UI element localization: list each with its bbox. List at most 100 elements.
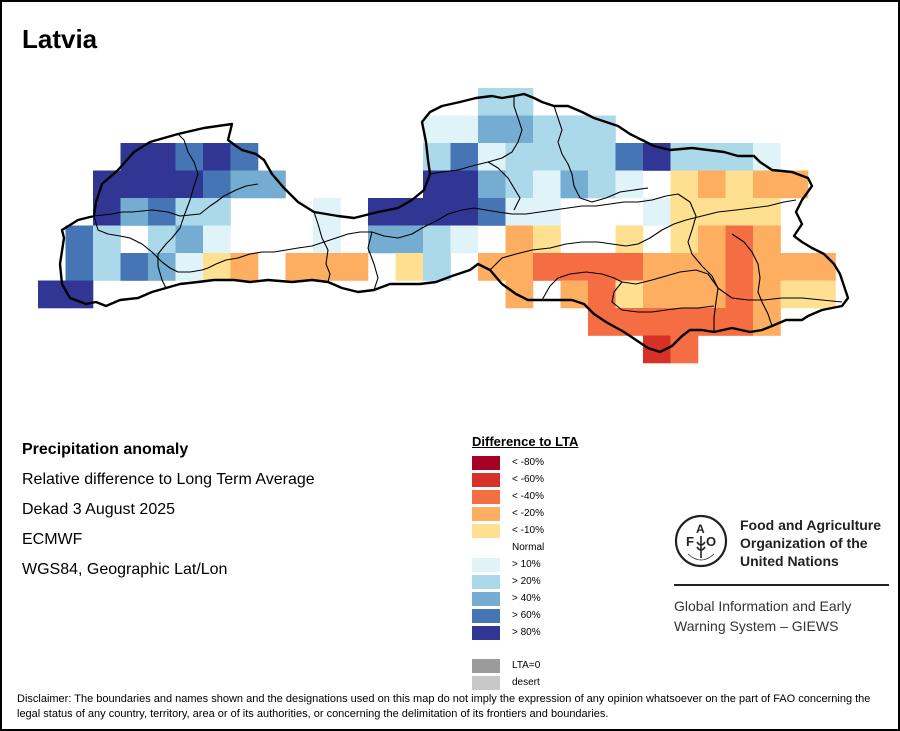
grid-cell-p20 [698, 143, 726, 171]
region-boundary [489, 199, 797, 271]
grid-cell-n10 [725, 198, 754, 226]
grid-cell-n20 [753, 170, 781, 199]
grid-cell-p20 [423, 253, 451, 281]
logo-divider [674, 584, 889, 586]
grid-cell-n20 [505, 225, 534, 254]
grid-cell-p20 [505, 143, 534, 171]
grid-cell-n40 [670, 308, 699, 336]
legend-label: > 20% [512, 576, 541, 587]
region-boundary [313, 211, 331, 283]
region-boundary [677, 193, 719, 332]
region-boundary [487, 161, 521, 211]
legend-label: > 60% [512, 610, 541, 621]
grid-cell-n10 [670, 225, 699, 254]
grid-cell-p60 [65, 253, 94, 281]
fao-letter-f: F [686, 534, 694, 549]
grid-cell-p10 [505, 198, 534, 226]
legend-item-lta0: LTA=0 [472, 657, 578, 674]
region-boundary [731, 233, 773, 327]
legend-item-n40: < -40% [472, 488, 578, 505]
fao-letter-o: O [706, 534, 716, 549]
legend-label: Normal [512, 542, 545, 553]
grid-cell-p80 [93, 198, 121, 226]
grid-cell-p80 [423, 170, 451, 199]
grid-cell-p80 [148, 143, 176, 171]
region-boundary [367, 231, 379, 291]
legend-label: < -40% [512, 491, 544, 502]
info-source: ECMWF [22, 531, 83, 548]
legend-extra: LTA=0 desert [472, 657, 578, 691]
grid-cell-p80 [203, 143, 231, 171]
grid-cell-n20 [780, 170, 809, 199]
grid-cell-p20 [560, 143, 589, 171]
grid-cell-p80 [120, 143, 149, 171]
grid-cell-n10 [753, 198, 781, 226]
grid-cell-n40 [725, 280, 754, 309]
legend-label: < -20% [512, 508, 544, 519]
grid-cell-p80 [93, 170, 121, 199]
grid-cell-p40 [560, 170, 589, 199]
grid-cell-p60 [450, 143, 479, 171]
grid-cell-p10 [478, 143, 506, 171]
grid-cell-p60 [175, 143, 204, 171]
legend-item-n10: < -10% [472, 522, 578, 539]
region-boundary [621, 269, 843, 303]
grid-cell-p80 [423, 198, 451, 226]
grid-cell-n20 [285, 253, 314, 281]
grid-cell-n20 [230, 253, 259, 281]
grid-cell-n20 [808, 253, 836, 281]
legend-item-p80: > 80% [472, 624, 578, 641]
legend-item-n60: < -60% [472, 471, 578, 488]
info-variable: Precipitation anomaly [22, 441, 189, 458]
legend-swatch [472, 625, 500, 640]
map-title: Latvia [22, 24, 98, 54]
grid-cell-n40 [615, 253, 644, 281]
legend-swatch [472, 455, 500, 470]
legend: Difference to LTA < -80% < -60% < -40% < -2… [472, 434, 578, 691]
grid-cell-p60 [478, 198, 506, 226]
grid-cell-n20 [643, 280, 671, 309]
grid-cell-p40 [478, 170, 506, 199]
legend-label: desert [512, 677, 540, 688]
grid-cell-p20 [505, 170, 534, 199]
grid-cell-n20 [505, 253, 534, 281]
legend-swatch [472, 658, 500, 673]
grid-cell-p40 [175, 225, 204, 254]
grid-cell-p10 [643, 198, 671, 226]
grid-cell-n20 [753, 225, 781, 254]
grid-cell-n40 [643, 308, 671, 336]
grid-cell-n20 [698, 170, 726, 199]
grid-cell-n10 [808, 280, 836, 309]
country-borders [58, 92, 850, 354]
grid-cell-n10 [395, 253, 424, 281]
grid-cell-p20 [505, 88, 534, 116]
grid-cell-p80 [38, 280, 66, 309]
info-projection: WGS84, Geographic Lat/Lon [22, 561, 228, 578]
grid-cell-p60 [230, 143, 259, 171]
legend-swatch [472, 574, 500, 589]
grid-cell-p10 [533, 170, 561, 199]
grid-cell-n40 [588, 253, 616, 281]
legend-label: LTA=0 [512, 660, 541, 671]
anomaly-grid [38, 88, 836, 364]
grid-cell-p20 [478, 88, 506, 116]
grid-cell-p10 [313, 225, 341, 254]
legend-swatch [472, 557, 500, 572]
fao-name-line2: Organization of the [740, 535, 868, 551]
disclaimer: Disclaimer: The boundaries and names sho… [17, 693, 871, 720]
grid-cell-p10 [450, 115, 479, 144]
grid-cell-p80 [450, 170, 479, 199]
grid-cell-p20 [533, 115, 561, 144]
grid-cell-p60 [203, 170, 231, 199]
grid-cell-n20 [753, 280, 781, 309]
grid-cell-p80 [175, 170, 204, 199]
grid-cell-p20 [203, 198, 231, 226]
grid-cell-p60 [65, 225, 94, 254]
legend-swatch [472, 540, 500, 555]
grid-cell-n20 [780, 253, 809, 281]
legend-swatch [472, 489, 500, 504]
grid-cell-n20 [670, 280, 699, 309]
grid-cell-p10 [175, 253, 204, 281]
legend-item-normal: Normal [472, 539, 578, 556]
